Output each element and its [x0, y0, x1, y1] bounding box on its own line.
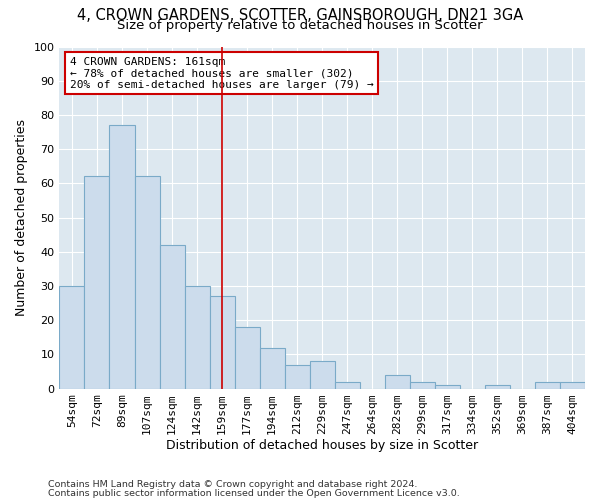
Bar — [410, 382, 435, 388]
Text: Contains public sector information licensed under the Open Government Licence v3: Contains public sector information licen… — [48, 488, 460, 498]
Bar — [485, 385, 510, 388]
Bar — [185, 286, 209, 388]
Bar — [560, 382, 585, 388]
Bar — [260, 348, 284, 389]
Bar — [134, 176, 160, 388]
Bar — [59, 286, 85, 388]
Bar — [109, 125, 134, 388]
Bar — [385, 375, 410, 388]
Bar — [310, 361, 335, 388]
Bar — [160, 245, 185, 388]
Bar — [235, 327, 260, 388]
Text: 4 CROWN GARDENS: 161sqm
← 78% of detached houses are smaller (302)
20% of semi-d: 4 CROWN GARDENS: 161sqm ← 78% of detache… — [70, 57, 374, 90]
X-axis label: Distribution of detached houses by size in Scotter: Distribution of detached houses by size … — [166, 440, 478, 452]
Text: Size of property relative to detached houses in Scotter: Size of property relative to detached ho… — [117, 19, 483, 32]
Bar — [85, 176, 109, 388]
Bar — [335, 382, 360, 388]
Y-axis label: Number of detached properties: Number of detached properties — [15, 119, 28, 316]
Bar — [535, 382, 560, 388]
Text: 4, CROWN GARDENS, SCOTTER, GAINSBOROUGH, DN21 3GA: 4, CROWN GARDENS, SCOTTER, GAINSBOROUGH,… — [77, 8, 523, 23]
Bar — [209, 296, 235, 388]
Text: Contains HM Land Registry data © Crown copyright and database right 2024.: Contains HM Land Registry data © Crown c… — [48, 480, 418, 489]
Bar — [435, 385, 460, 388]
Bar — [284, 364, 310, 388]
